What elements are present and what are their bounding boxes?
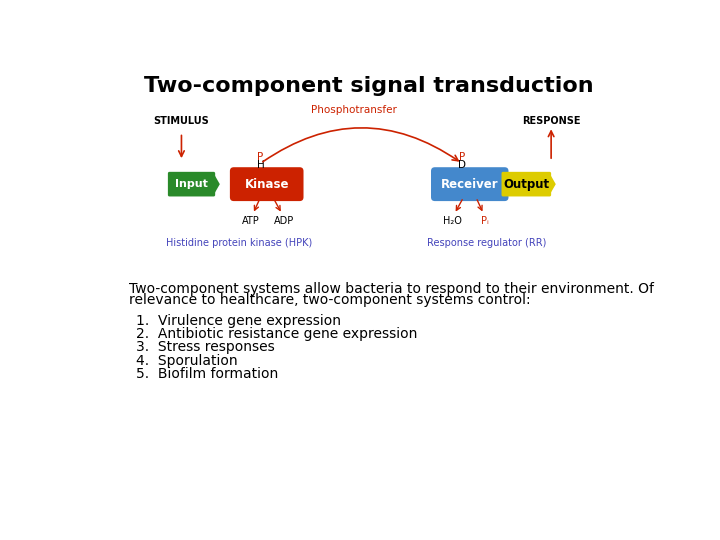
FancyBboxPatch shape	[168, 172, 215, 197]
Text: Receiver: Receiver	[441, 178, 498, 191]
Text: Two-component signal transduction: Two-component signal transduction	[144, 76, 594, 96]
Text: 1.  Virulence gene expression: 1. Virulence gene expression	[137, 314, 341, 328]
Polygon shape	[214, 173, 220, 195]
Text: RESPONSE: RESPONSE	[522, 117, 580, 126]
Text: Histidine protein kinase (HPK): Histidine protein kinase (HPK)	[166, 238, 312, 248]
FancyBboxPatch shape	[431, 167, 508, 201]
Text: H₂O: H₂O	[444, 215, 462, 226]
Text: relevance to healthcare, two-component systems control:: relevance to healthcare, two-component s…	[129, 294, 531, 307]
Text: Input: Input	[175, 179, 208, 189]
Text: 2.  Antibiotic resistance gene expression: 2. Antibiotic resistance gene expression	[137, 327, 418, 341]
FancyBboxPatch shape	[230, 167, 304, 201]
Text: ATP: ATP	[243, 215, 260, 226]
Text: Output: Output	[503, 178, 549, 191]
Text: Response regulator (RR): Response regulator (RR)	[427, 238, 546, 248]
Text: D: D	[458, 159, 466, 170]
Text: Pᵢ: Pᵢ	[481, 215, 489, 226]
Text: ADP: ADP	[274, 215, 294, 226]
FancyBboxPatch shape	[502, 172, 551, 197]
Text: Kinase: Kinase	[245, 178, 289, 191]
Text: Two-component systems allow bacteria to respond to their environment. Of: Two-component systems allow bacteria to …	[129, 282, 654, 296]
Text: 5.  Biofilm formation: 5. Biofilm formation	[137, 367, 279, 381]
Text: P: P	[257, 152, 264, 162]
Text: 3.  Stress responses: 3. Stress responses	[137, 340, 275, 354]
Text: STIMULUS: STIMULUS	[153, 117, 210, 126]
Text: H: H	[256, 159, 264, 170]
Text: 4.  Sporulation: 4. Sporulation	[137, 354, 238, 368]
Text: P: P	[459, 152, 465, 162]
Text: Phosphotransfer: Phosphotransfer	[310, 105, 397, 115]
Polygon shape	[549, 173, 556, 195]
